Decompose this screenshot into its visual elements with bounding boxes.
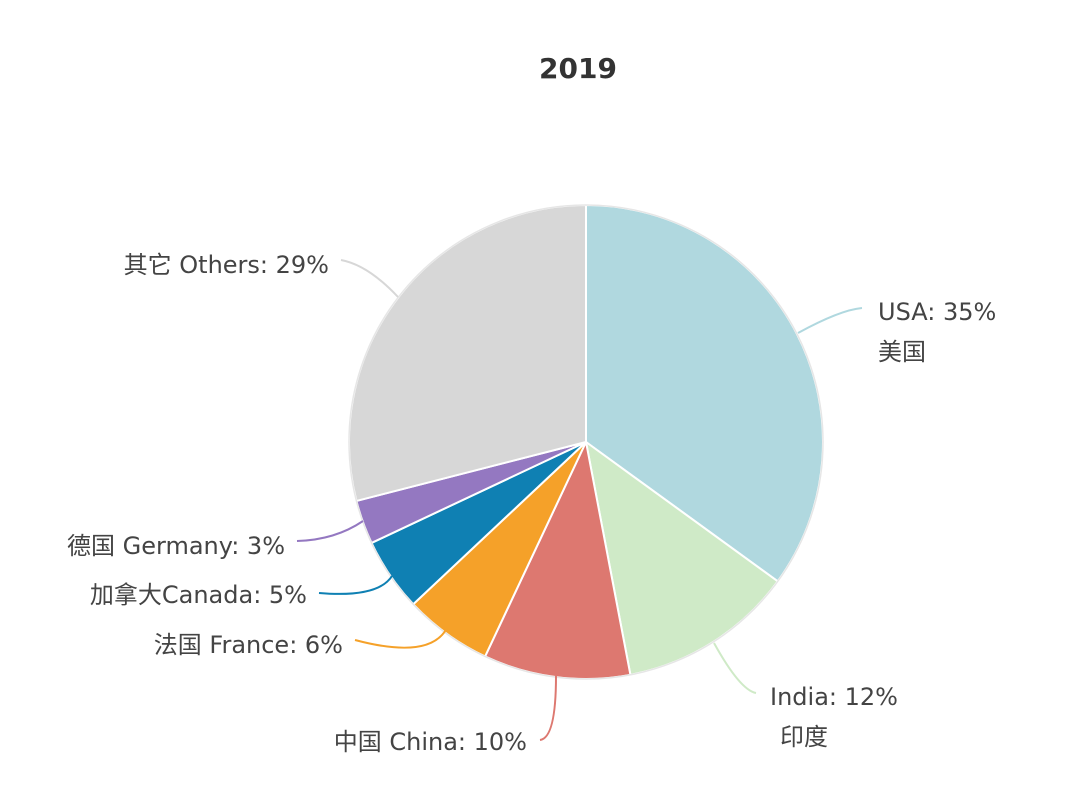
slice-labels: USA: 35% 美国 India: 12% 印度 中国 China: 10% 法国 Fr… (67, 251, 996, 756)
leader-line-4 (318, 575, 393, 595)
slice-label-line2-1: 印度 (780, 723, 828, 751)
pie-outline (348, 204, 824, 680)
slice-label-0: USA: 35% (878, 298, 996, 326)
leader-lines (296, 259, 863, 741)
leader-line-6 (340, 259, 399, 298)
leader-line-2 (539, 675, 557, 741)
slice-label-line2-0: 美国 (878, 338, 926, 366)
leader-line-1 (713, 642, 757, 694)
leader-line-3 (354, 627, 448, 649)
pie-slices (348, 203, 824, 680)
chart-title: 2019 (539, 52, 617, 85)
slice-label-5: 德国 Germany: 3% (67, 532, 285, 560)
leader-line-5 (296, 520, 364, 542)
slice-label-4: 加拿大Canada: 5% (90, 581, 307, 609)
slice-label-3: 法国 France: 6% (154, 631, 343, 659)
slice-label-6: 其它 Others: 29% (124, 251, 329, 279)
slice-label-2: 中国 China: 10% (334, 728, 527, 756)
leader-line-0 (797, 307, 863, 334)
slice-label-1: India: 12% (770, 683, 898, 711)
